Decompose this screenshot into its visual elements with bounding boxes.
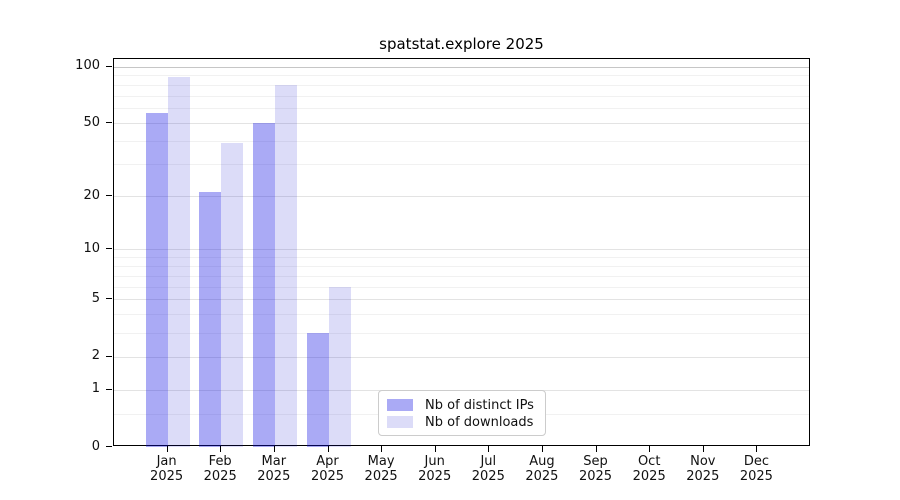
y-tick-mark-5 (106, 298, 112, 300)
gridline-minor-y9 (114, 257, 809, 259)
y-tick-label-20: 20 (83, 187, 100, 203)
gridline-minor-y6 (114, 286, 809, 288)
x-tick-mark-sep (595, 446, 597, 452)
legend-swatch-downloads (387, 416, 413, 428)
y-tick-label-50: 50 (83, 114, 100, 130)
x-tick-mark-may (381, 446, 383, 452)
gridline-major-y10 (114, 249, 809, 251)
gridline-major-y50 (114, 123, 809, 125)
x-tick-label-feb: Feb 2025 (203, 454, 237, 484)
x-tick-mark-apr (327, 446, 329, 452)
y-tick-label-100: 100 (75, 58, 100, 74)
gridline-minor-y40 (114, 141, 809, 143)
gridline-minor-y3 (114, 332, 809, 334)
x-tick-mark-feb (220, 446, 222, 452)
bar-distinct-ips-feb (199, 192, 222, 447)
gridline-minor-y7 (114, 275, 809, 277)
y-tick-label-0: 0 (91, 438, 100, 454)
x-tick-mark-mar (273, 446, 275, 452)
plot-area (113, 58, 810, 447)
x-tick-mark-oct (649, 446, 651, 452)
x-tick-label-sep: Sep 2025 (578, 454, 613, 484)
y-tick-mark-1 (106, 388, 112, 390)
x-tick-mark-aug (541, 446, 543, 452)
bar-distinct-ips-mar (252, 123, 275, 447)
legend: Nb of distinct IPs Nb of downloads (378, 390, 546, 436)
x-tick-mark-jul (488, 446, 490, 452)
y-tick-mark-100 (106, 65, 112, 67)
x-tick-label-mar: Mar 2025 (257, 454, 291, 484)
bar-downloads-feb (221, 143, 244, 447)
x-tick-label-dec: Dec 2025 (739, 454, 773, 484)
gridline-minor-y70 (114, 95, 809, 97)
bar-downloads-apr (328, 286, 351, 447)
x-tick-label-jan: Jan 2025 (150, 454, 184, 484)
x-tick-mark-nov (702, 446, 704, 452)
x-tick-label-nov: Nov 2025 (686, 454, 720, 484)
x-tick-mark-dec (756, 446, 758, 452)
gridline-minor-y80 (114, 85, 809, 86)
y-tick-label-2: 2 (91, 348, 100, 363)
y-tick-label-1: 1 (91, 381, 100, 397)
gridline-minor-y60 (114, 108, 809, 110)
gridline-minor-y30 (114, 164, 809, 166)
y-tick-mark-0 (106, 446, 112, 447)
y-tick-label-10: 10 (83, 240, 100, 256)
gridline-major-y100 (114, 66, 809, 68)
bar-downloads-mar (274, 85, 297, 447)
gridline-major-y20 (114, 196, 809, 198)
legend-swatch-distinct-ips (387, 399, 413, 411)
x-tick-label-jul: Jul 2025 (471, 454, 505, 484)
gridline-major-y5 (114, 299, 809, 301)
gridline-major-y2 (114, 356, 809, 358)
legend-item-downloads: Nb of downloads (387, 414, 537, 430)
y-tick-mark-50 (106, 122, 112, 124)
x-tick-mark-jun (434, 446, 436, 452)
legend-label-distinct-ips: Nb of distinct IPs (425, 397, 534, 413)
legend-label-downloads: Nb of downloads (425, 414, 534, 430)
gridline-minor-y8 (114, 266, 809, 267)
bar-distinct-ips-apr (306, 332, 329, 447)
x-tick-label-may: May 2025 (364, 454, 398, 484)
x-tick-label-aug: Aug 2025 (525, 454, 559, 484)
bar-distinct-ips-jan (145, 112, 168, 447)
x-tick-mark-jan (166, 446, 168, 452)
legend-item-distinct-ips: Nb of distinct IPs (387, 397, 537, 413)
x-tick-label-oct: Oct 2025 (632, 454, 666, 484)
x-tick-label-apr: Apr 2025 (310, 454, 345, 484)
y-tick-mark-10 (106, 248, 112, 250)
chart-title: spatstat.explore 2025 (379, 35, 544, 53)
y-tick-label-5: 5 (91, 290, 100, 306)
y-tick-mark-2 (106, 355, 112, 357)
y-tick-mark-20 (106, 195, 112, 197)
gridline-minor-y90 (114, 75, 809, 77)
x-tick-label-jun: Jun 2025 (418, 454, 452, 484)
gridline-minor-y4 (114, 314, 809, 316)
bar-downloads-jan (167, 77, 190, 447)
